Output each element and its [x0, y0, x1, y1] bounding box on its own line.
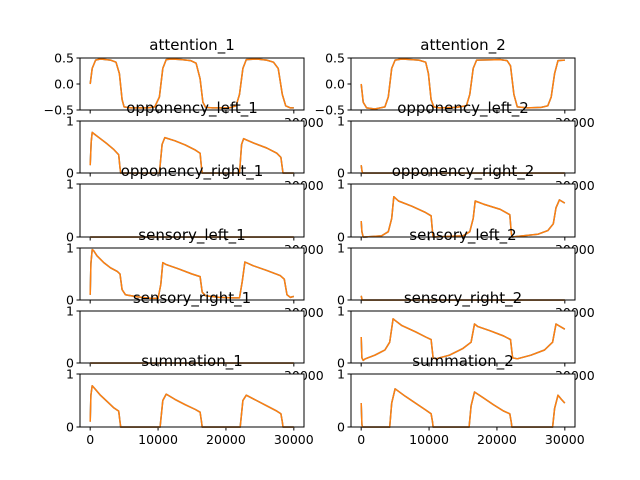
- x-tick-label: 30000: [274, 432, 314, 447]
- series-line-b: [360, 195, 566, 238]
- y-tick-label: −0.5: [44, 103, 74, 118]
- series-line-b: [360, 58, 565, 110]
- subplot-attention_2: −0.5 0.0 0.5: [315, 51, 576, 118]
- axes-frame: [79, 247, 305, 301]
- x-tick-label: 0: [86, 432, 94, 447]
- axes-frame: [79, 183, 305, 238]
- y-tick-label: 0: [66, 356, 74, 371]
- axes-frame: [350, 310, 576, 364]
- subplot-title: opponency_right_1: [121, 162, 264, 181]
- subplot-title: sensory_left_2: [409, 226, 516, 245]
- y-tick-label: 1: [337, 177, 345, 192]
- subplot-attention_1: −0.5 0.0 0.5: [44, 51, 305, 118]
- axes-frame: [350, 183, 576, 238]
- y-tick-label: 0: [66, 230, 74, 245]
- y-tick-label: 0.0: [54, 77, 74, 92]
- y-tick-label: 0: [337, 230, 345, 245]
- subplot-title: attention_2: [420, 36, 505, 55]
- y-tick-label: 0: [337, 293, 345, 308]
- y-tick-label: 1: [66, 114, 74, 129]
- axes-frame: [350, 373, 576, 428]
- x-tick-label: 20000: [477, 432, 517, 447]
- axes-frame: [350, 120, 576, 174]
- subplot-title: opponency_left_2: [397, 99, 529, 118]
- series-line-b: [89, 131, 294, 174]
- y-tick-label: 0.5: [54, 51, 74, 66]
- y-tick-label: 0: [337, 166, 345, 181]
- y-tick-label: 0: [66, 420, 74, 435]
- axes-background: [351, 121, 575, 173]
- subplot-title: attention_1: [149, 36, 234, 55]
- axes-background: [351, 311, 575, 363]
- axes-frame: [79, 310, 305, 364]
- axes-background: [80, 311, 304, 363]
- x-tick-label: 0: [357, 432, 365, 447]
- series-line-b: [89, 58, 294, 109]
- axes-background: [80, 374, 304, 427]
- subplot-title: summation_1: [141, 352, 243, 371]
- axes-background: [80, 121, 304, 173]
- axes-background: [351, 374, 575, 427]
- x-tick-label: 10000: [409, 432, 449, 447]
- series-line-b: [89, 248, 295, 300]
- y-tick-label: 0: [66, 166, 74, 181]
- x-tick-label: 20000: [206, 432, 246, 447]
- y-tick-label: 1: [66, 304, 74, 319]
- y-tick-label: 1: [66, 241, 74, 256]
- y-tick-label: 1: [66, 367, 74, 382]
- axes-frame: [79, 57, 305, 111]
- subplot-title: opponency_left_1: [126, 99, 258, 118]
- y-tick-label: 0: [337, 420, 345, 435]
- y-tick-label: 1: [337, 114, 345, 129]
- axes-frame: [350, 57, 576, 111]
- axes-background: [351, 248, 575, 300]
- x-tick-label: 30000: [545, 432, 585, 447]
- y-tick-label: 0: [66, 293, 74, 308]
- y-tick-label: 0: [337, 356, 345, 371]
- subplot-title: sensory_right_2: [404, 289, 522, 308]
- y-tick-label: 1: [337, 241, 345, 256]
- x-tick-label: 10000: [138, 432, 178, 447]
- axes-frame: [350, 247, 576, 301]
- y-tick-label: 1: [337, 304, 345, 319]
- subplot-title: opponency_right_2: [392, 162, 535, 181]
- subplot-title: summation_2: [412, 352, 514, 371]
- axes-frame: [79, 373, 305, 428]
- y-tick-label: 1: [337, 367, 345, 382]
- series-line-b: [360, 318, 566, 362]
- series-line-b: [89, 384, 294, 428]
- y-tick-label: −0.5: [315, 103, 345, 118]
- y-tick-label: 0.0: [325, 77, 345, 92]
- subplot-title: sensory_right_1: [133, 289, 251, 308]
- axes-frame: [79, 120, 305, 174]
- axes-background: [80, 184, 304, 237]
- y-tick-label: 0.5: [325, 51, 345, 66]
- subplot-title: sensory_left_1: [138, 226, 245, 245]
- y-tick-label: 1: [66, 177, 74, 192]
